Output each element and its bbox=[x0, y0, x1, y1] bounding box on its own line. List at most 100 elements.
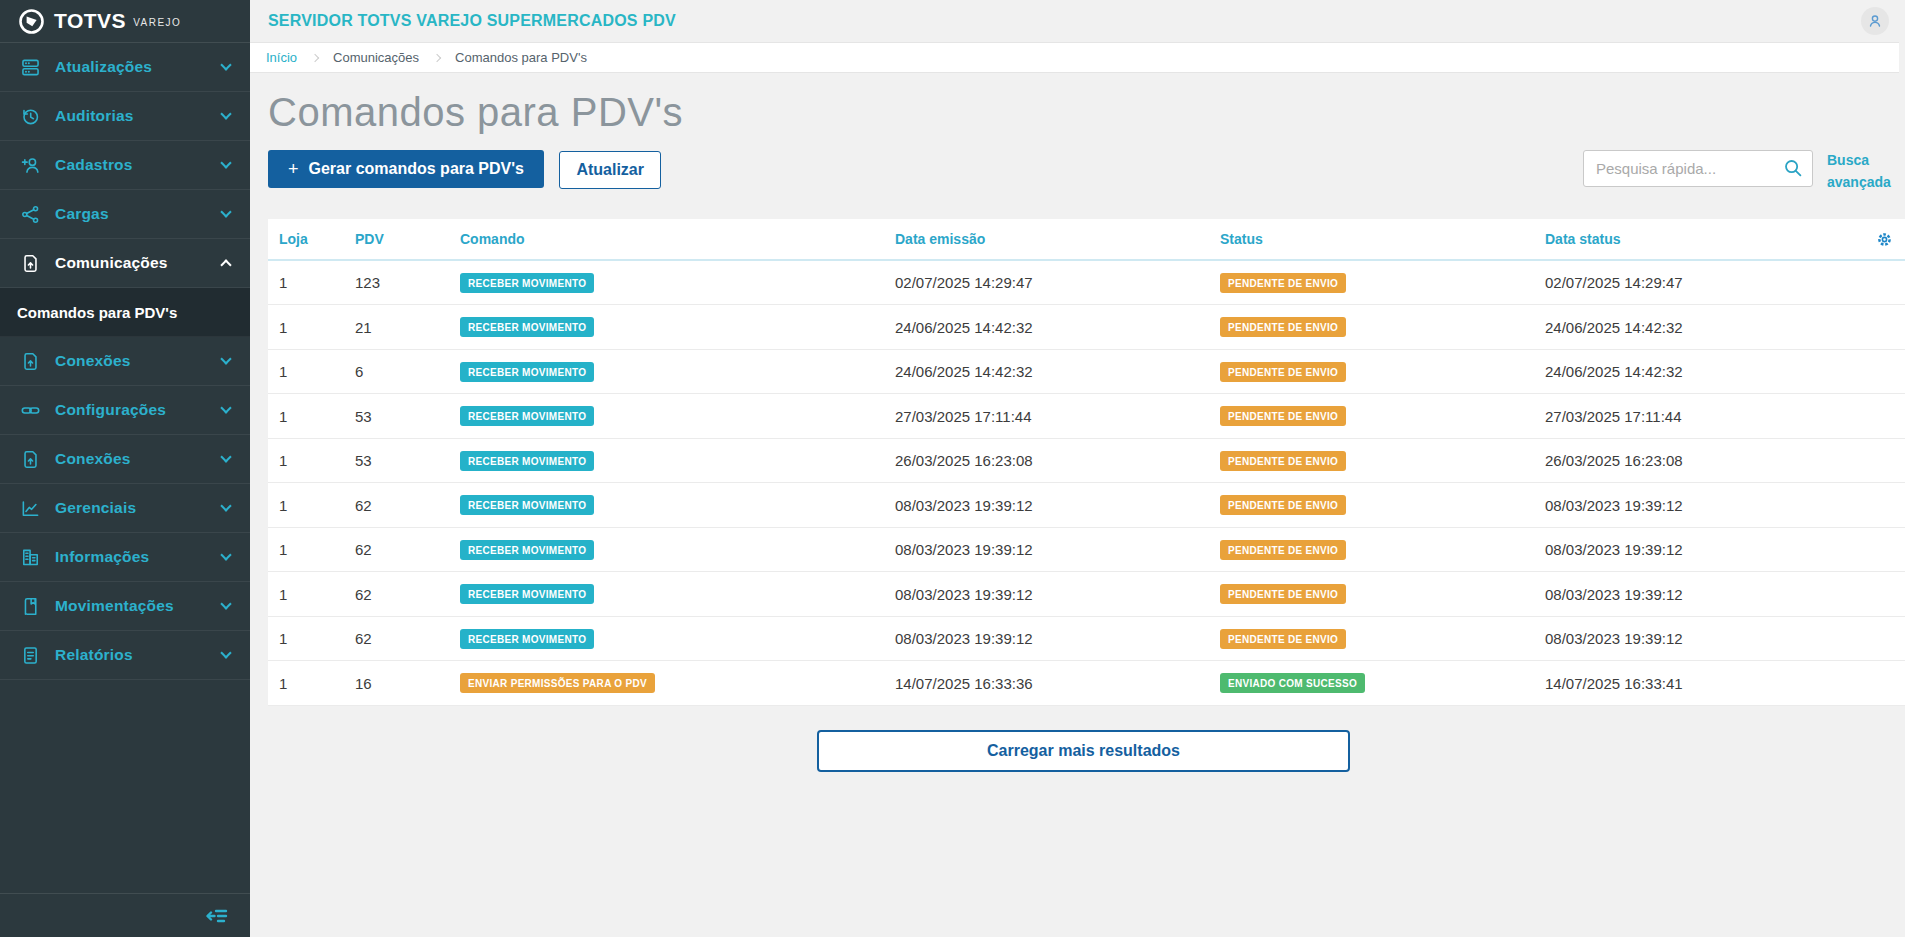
plus-icon: + bbox=[288, 159, 299, 180]
comando-badge: RECEBER MOVIMENTO bbox=[460, 362, 594, 382]
cell-pdv: 62 bbox=[355, 483, 460, 528]
cell-loja: 1 bbox=[268, 616, 355, 661]
status-badge: PENDENTE DE ENVIO bbox=[1220, 406, 1346, 426]
breadcrumb-comunicacoes[interactable]: Comunicações bbox=[333, 50, 419, 65]
cell-comando: RECEBER MOVIMENTO bbox=[460, 394, 895, 439]
sidebar-menu: Atualizações Auditorias Cadastros Cargas Com… bbox=[0, 43, 250, 893]
col-settings bbox=[1873, 219, 1905, 260]
sidebar-subitem-comandos-para-pdv-s[interactable]: Comandos para PDV's bbox=[0, 288, 250, 337]
sidebar-item-label: Gerenciais bbox=[55, 499, 136, 517]
cell-data-emissao: 26/03/2025 16:23:08 bbox=[895, 438, 1220, 483]
sidebar-item-label: Conexões bbox=[55, 450, 131, 468]
cell-loja: 1 bbox=[268, 661, 355, 706]
chevron-down-icon bbox=[220, 647, 231, 658]
chevron-right-icon bbox=[433, 54, 441, 62]
generate-commands-label: Gerar comandos para PDV's bbox=[309, 160, 524, 178]
breadcrumb-inicio[interactable]: Início bbox=[266, 50, 297, 65]
advanced-search-link[interactable]: Busca avançada bbox=[1827, 150, 1897, 193]
sidebar-item-label: Auditorias bbox=[55, 107, 134, 125]
col-pdv[interactable]: PDV bbox=[355, 219, 460, 260]
share-icon bbox=[20, 204, 41, 225]
page-title: Comandos para PDV's bbox=[268, 90, 1899, 135]
search-input[interactable] bbox=[1583, 150, 1813, 187]
cell-data-status: 14/07/2025 16:33:41 bbox=[1545, 661, 1873, 706]
generate-commands-button[interactable]: + Gerar comandos para PDV's bbox=[268, 150, 544, 188]
sidebar-item-movimentacoes[interactable]: Movimentações bbox=[0, 582, 250, 631]
sidebar-item-configuracoes[interactable]: Configurações bbox=[0, 386, 250, 435]
table-row[interactable]: 153RECEBER MOVIMENTO27/03/2025 17:11:44P… bbox=[268, 394, 1905, 439]
actions-row: + Gerar comandos para PDV's Atualizar Bu… bbox=[268, 150, 1899, 193]
sidebar-item-label: Cadastros bbox=[55, 156, 133, 174]
cell-data-emissao: 14/07/2025 16:33:36 bbox=[895, 661, 1220, 706]
chevron-down-icon bbox=[220, 598, 231, 609]
cell-comando: RECEBER MOVIMENTO bbox=[460, 305, 895, 350]
totvs-logo-icon bbox=[18, 8, 45, 35]
comando-badge: ENVIAR PERMISSÕES PARA O PDV bbox=[460, 673, 655, 693]
col-status[interactable]: Status bbox=[1220, 219, 1545, 260]
cell-actions bbox=[1873, 394, 1905, 439]
status-badge: PENDENTE DE ENVIO bbox=[1220, 629, 1346, 649]
sidebar-item-label: Cargas bbox=[55, 205, 109, 223]
link-icon bbox=[20, 400, 41, 421]
sidebar: TOTVS VAREJO Atualizações Auditorias Cadas… bbox=[0, 0, 250, 937]
table-row[interactable]: 1123RECEBER MOVIMENTO02/07/2025 14:29:47… bbox=[268, 260, 1905, 305]
gear-icon[interactable] bbox=[1876, 231, 1893, 248]
totvs-logo: TOTVS VAREJO bbox=[0, 0, 250, 43]
col-data-status[interactable]: Data status bbox=[1545, 219, 1873, 260]
table-row[interactable]: 116ENVIAR PERMISSÕES PARA O PDV14/07/202… bbox=[268, 661, 1905, 706]
col-data-emissao[interactable]: Data emissão bbox=[895, 219, 1220, 260]
cell-actions bbox=[1873, 483, 1905, 528]
sidebar-item-cadastros[interactable]: Cadastros bbox=[0, 141, 250, 190]
cell-data-status: 24/06/2025 14:42:32 bbox=[1545, 305, 1873, 350]
sidebar-item-comunicacoes[interactable]: Comunicações bbox=[0, 239, 250, 288]
user-plus-icon bbox=[20, 155, 41, 176]
cell-data-emissao: 27/03/2025 17:11:44 bbox=[895, 394, 1220, 439]
col-comando[interactable]: Comando bbox=[460, 219, 895, 260]
collapse-menu-icon[interactable] bbox=[206, 907, 228, 925]
cell-status: PENDENTE DE ENVIO bbox=[1220, 349, 1545, 394]
refresh-button[interactable]: Atualizar bbox=[559, 151, 661, 189]
cell-loja: 1 bbox=[268, 349, 355, 394]
table-row[interactable]: 162RECEBER MOVIMENTO08/03/2023 19:39:12P… bbox=[268, 616, 1905, 661]
sidebar-item-conexoes[interactable]: Conexões bbox=[0, 435, 250, 484]
status-badge: PENDENTE DE ENVIO bbox=[1220, 451, 1346, 471]
sidebar-item-conexoes[interactable]: Conexões bbox=[0, 337, 250, 386]
cell-loja: 1 bbox=[268, 438, 355, 483]
book-icon bbox=[20, 596, 41, 617]
table-row[interactable]: 162RECEBER MOVIMENTO08/03/2023 19:39:12P… bbox=[268, 483, 1905, 528]
table-row[interactable]: 162RECEBER MOVIMENTO08/03/2023 19:39:12P… bbox=[268, 527, 1905, 572]
table-row[interactable]: 16RECEBER MOVIMENTO24/06/2025 14:42:32PE… bbox=[268, 349, 1905, 394]
sidebar-item-cargas[interactable]: Cargas bbox=[0, 190, 250, 239]
table-row[interactable]: 153RECEBER MOVIMENTO26/03/2025 16:23:08P… bbox=[268, 438, 1905, 483]
chart-icon bbox=[20, 498, 41, 519]
cell-status: PENDENTE DE ENVIO bbox=[1220, 260, 1545, 305]
report-icon bbox=[20, 645, 41, 666]
history-icon bbox=[20, 106, 41, 127]
chevron-down-icon bbox=[220, 157, 231, 168]
main-area: SERVIDOR TOTVS VAREJO SUPERMERCADOS PDV … bbox=[250, 0, 1905, 937]
sidebar-item-informacoes[interactable]: Informações bbox=[0, 533, 250, 582]
logo-brand: TOTVS bbox=[54, 9, 126, 33]
cell-actions bbox=[1873, 438, 1905, 483]
cell-pdv: 62 bbox=[355, 527, 460, 572]
sidebar-item-gerenciais[interactable]: Gerenciais bbox=[0, 484, 250, 533]
table-row[interactable]: 121RECEBER MOVIMENTO24/06/2025 14:42:32P… bbox=[268, 305, 1905, 350]
table-row[interactable]: 162RECEBER MOVIMENTO08/03/2023 19:39:12P… bbox=[268, 572, 1905, 617]
cell-loja: 1 bbox=[268, 572, 355, 617]
sidebar-item-auditorias[interactable]: Auditorias bbox=[0, 92, 250, 141]
cell-actions bbox=[1873, 349, 1905, 394]
search-icon[interactable] bbox=[1783, 158, 1804, 179]
cell-status: PENDENTE DE ENVIO bbox=[1220, 438, 1545, 483]
sidebar-item-label: Conexões bbox=[55, 352, 131, 370]
server-title: SERVIDOR TOTVS VAREJO SUPERMERCADOS PDV bbox=[268, 12, 676, 30]
cell-pdv: 21 bbox=[355, 305, 460, 350]
cell-data-emissao: 08/03/2023 19:39:12 bbox=[895, 483, 1220, 528]
chevron-down-icon bbox=[220, 108, 231, 119]
col-loja[interactable]: Loja bbox=[268, 219, 355, 260]
cell-comando: RECEBER MOVIMENTO bbox=[460, 616, 895, 661]
sidebar-item-relatorios[interactable]: Relatórios bbox=[0, 631, 250, 680]
user-avatar[interactable] bbox=[1861, 7, 1889, 35]
load-more-button[interactable]: Carregar mais resultados bbox=[817, 730, 1350, 772]
file-up-icon bbox=[20, 449, 41, 470]
sidebar-item-atualizacoes[interactable]: Atualizações bbox=[0, 43, 250, 92]
